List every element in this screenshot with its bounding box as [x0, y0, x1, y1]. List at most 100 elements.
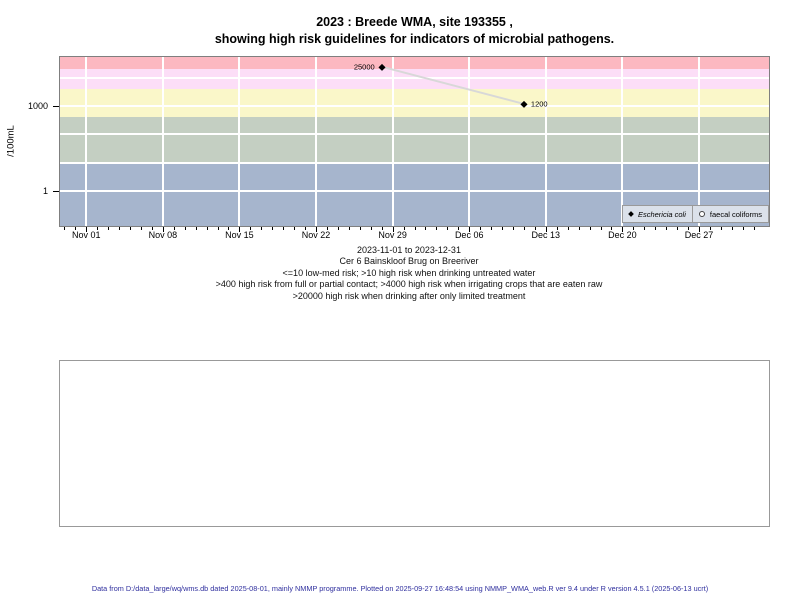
x-tick-label: Dec 20	[608, 230, 637, 240]
x-minor-tick	[151, 227, 153, 230]
y-tick	[53, 190, 59, 192]
x-major-tick	[316, 227, 318, 232]
caption-site-name: Cer 6 Bainskloof Brug on Breeriver	[339, 256, 479, 267]
x-major-tick	[239, 227, 241, 232]
x-minor-tick	[600, 227, 602, 230]
caption-risk-line3: >20000 high risk when drinking after onl…	[292, 290, 526, 301]
empty-panel	[59, 360, 770, 527]
caption-block: 2023-11-01 to 2023-12-31 Cer 6 Bainskloo…	[0, 245, 800, 302]
x-tick-label: Nov 22	[301, 230, 331, 240]
v-gridline	[85, 57, 88, 226]
risk-band	[60, 69, 769, 90]
y-tick	[53, 106, 59, 108]
x-major-tick	[469, 227, 471, 232]
v-gridline	[544, 57, 547, 226]
v-gridline	[697, 57, 700, 226]
x-minor-tick	[567, 227, 569, 230]
x-minor-tick	[140, 227, 142, 230]
legend-item-eschericia-coli: Eschericia coli	[621, 205, 693, 223]
v-gridline	[621, 57, 624, 226]
x-minor-tick	[195, 227, 197, 230]
legend-label: Eschericia coli	[637, 209, 686, 219]
x-minor-tick	[130, 227, 132, 230]
h-gridline	[60, 133, 769, 136]
x-minor-tick	[534, 227, 536, 230]
x-tick-label: Nov 29	[378, 230, 407, 240]
x-tick-label: Nov 15	[225, 230, 254, 240]
data-point-label: 25000	[353, 62, 375, 72]
caption-risk-line1: <=10 low-med risk; >10 high risk when dr…	[282, 267, 536, 278]
y-tick-label: 1000	[27, 101, 48, 112]
x-minor-tick	[512, 227, 514, 230]
caption-risk-line2: >400 high risk from full or partial cont…	[215, 279, 603, 290]
x-minor-tick	[75, 227, 77, 230]
x-minor-tick	[611, 227, 613, 230]
x-minor-tick	[326, 227, 328, 230]
legend-item-faecal-coliforms: faecal coliforms	[691, 205, 769, 223]
x-minor-tick	[742, 227, 744, 230]
x-major-tick	[86, 227, 88, 232]
v-gridline	[315, 57, 318, 226]
chart-title-line1: 2023 : Breede WMA, site 193355 ,	[316, 15, 513, 29]
h-gridline	[60, 161, 769, 164]
v-gridline	[161, 57, 164, 226]
x-minor-tick	[688, 227, 690, 230]
x-minor-tick	[337, 227, 339, 230]
x-minor-tick	[217, 227, 219, 230]
x-major-tick	[622, 227, 624, 232]
x-minor-tick	[184, 227, 186, 230]
x-minor-tick	[731, 227, 733, 230]
x-minor-tick	[359, 227, 361, 230]
x-minor-tick	[403, 227, 405, 230]
x-minor-tick	[173, 227, 175, 230]
x-minor-tick	[97, 227, 99, 230]
y-axis-label: /100mL	[5, 125, 17, 157]
chart-title: 2023 : Breede WMA, site 193355 , showing…	[29, 14, 800, 48]
x-tick-label: Dec 06	[454, 230, 484, 240]
risk-band	[60, 57, 769, 70]
x-minor-tick	[491, 227, 493, 230]
x-minor-tick	[720, 227, 722, 230]
x-minor-tick	[250, 227, 252, 230]
y-tick-label: 1	[42, 185, 48, 196]
filled-diamond-icon	[628, 211, 634, 217]
x-minor-tick	[753, 227, 755, 230]
footer-provenance: Data from D:/data_large/wq/wms.db dated …	[91, 584, 709, 593]
x-minor-tick	[644, 227, 646, 230]
x-minor-tick	[108, 227, 110, 230]
data-point-label: 1200	[530, 99, 548, 109]
v-gridline	[391, 57, 394, 226]
x-minor-tick	[64, 227, 66, 230]
caption-date-range: 2023-11-01 to 2023-12-31	[357, 245, 461, 255]
x-minor-tick	[305, 227, 307, 230]
x-tick-label: Nov 01	[71, 230, 101, 240]
x-minor-tick	[272, 227, 274, 230]
x-minor-tick	[578, 227, 580, 230]
x-minor-tick	[458, 227, 460, 230]
h-gridline	[60, 189, 769, 192]
x-minor-tick	[480, 227, 482, 230]
x-minor-tick	[447, 227, 449, 230]
legend: Eschericia coli faecal coliforms	[621, 205, 769, 223]
x-minor-tick	[261, 227, 263, 230]
x-minor-tick	[228, 227, 230, 230]
x-major-tick	[162, 227, 164, 232]
x-major-tick	[392, 227, 394, 232]
v-gridline	[468, 57, 471, 226]
plot-frame: 25000 1200 Eschericia coli faecal colifor…	[59, 56, 770, 227]
x-minor-tick	[523, 227, 525, 230]
risk-band	[60, 89, 769, 118]
risk-band	[60, 117, 769, 163]
series-line	[381, 65, 525, 105]
x-tick-label: Dec 13	[531, 230, 561, 240]
x-tick-label: Nov 08	[148, 230, 178, 240]
x-minor-tick	[655, 227, 657, 230]
x-minor-tick	[677, 227, 679, 230]
plot-area: 25000 1200	[60, 57, 769, 226]
x-minor-tick	[294, 227, 296, 230]
x-major-tick	[698, 227, 700, 232]
x-minor-tick	[436, 227, 438, 230]
x-minor-tick	[283, 227, 285, 230]
x-minor-tick	[556, 227, 558, 230]
